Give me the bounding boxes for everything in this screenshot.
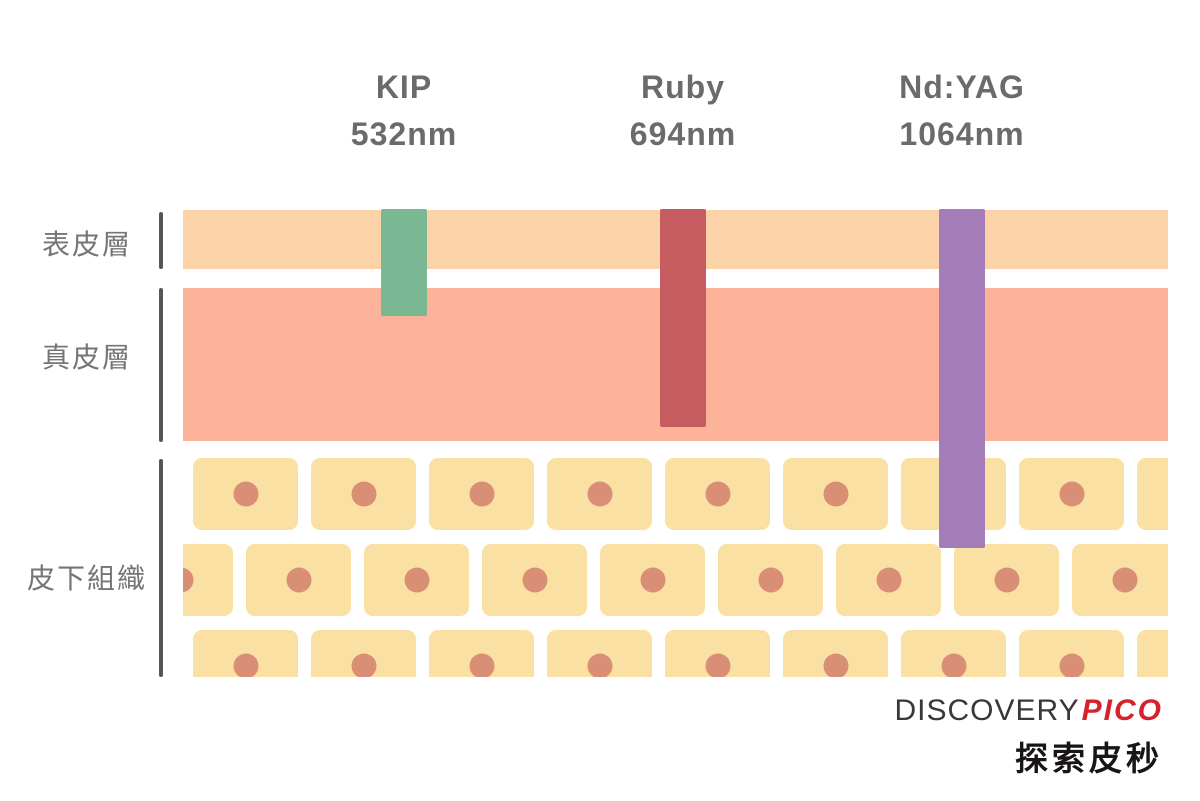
laser-wavelength: 1064nm xyxy=(899,116,1025,152)
penetration-bar-ruby xyxy=(660,209,706,427)
laser-wavelength: 532nm xyxy=(350,116,458,152)
fat-cell xyxy=(311,458,416,530)
laser-label-kip: KIP 532nm xyxy=(351,64,457,158)
layer-label-dermis: 真皮層 xyxy=(41,342,132,373)
fat-cell xyxy=(1137,630,1168,677)
logo: DISCOVERYPICO 探索皮秒 xyxy=(894,695,1163,780)
laser-name: Nd:YAG xyxy=(899,69,1025,105)
dermis-bracket xyxy=(159,288,163,442)
fat-cell xyxy=(600,544,705,616)
fat-cell xyxy=(718,544,823,616)
logo-brand: DISCOVERY xyxy=(894,694,1080,727)
fat-cell xyxy=(901,630,1006,677)
penetration-bar-ndyag xyxy=(939,209,985,548)
subcutaneous-grid xyxy=(183,456,1168,677)
fat-cell xyxy=(429,458,534,530)
fat-cell xyxy=(311,630,416,677)
logo-line: DISCOVERYPICO xyxy=(894,695,1163,727)
fat-cell xyxy=(783,458,888,530)
fat-cell xyxy=(783,630,888,677)
fat-cell xyxy=(193,458,298,530)
subcutaneous-bracket xyxy=(159,459,163,677)
laser-wavelength: 694nm xyxy=(629,116,737,152)
laser-name: KIP xyxy=(375,69,433,105)
fat-cell xyxy=(1019,630,1124,677)
fat-cell xyxy=(193,630,298,677)
fat-cell xyxy=(482,544,587,616)
logo-brand-accent: PICO xyxy=(1081,694,1163,727)
penetration-bar-kip xyxy=(381,209,427,316)
fat-cell xyxy=(1137,458,1168,530)
layer-label-epidermis: 表皮層 xyxy=(41,229,132,260)
fat-cell xyxy=(1019,458,1124,530)
fat-cell xyxy=(364,544,469,616)
fat-cell xyxy=(547,458,652,530)
fat-cell xyxy=(547,630,652,677)
layer-label-subcutaneous: 皮下組織 xyxy=(26,563,147,594)
fat-cell xyxy=(429,630,534,677)
fat-cell xyxy=(183,544,233,616)
fat-cell xyxy=(954,544,1059,616)
epidermis-bracket xyxy=(159,212,163,269)
laser-label-ndyag: Nd:YAG 1064nm xyxy=(899,64,1025,158)
laser-label-ruby: Ruby 694nm xyxy=(630,64,736,158)
fat-cell xyxy=(665,630,770,677)
logo-subtitle: 探索皮秒 xyxy=(1015,740,1163,777)
fat-cell xyxy=(836,544,941,616)
fat-cell xyxy=(1072,544,1168,616)
laser-name: Ruby xyxy=(640,69,725,105)
fat-cell xyxy=(246,544,351,616)
fat-cell xyxy=(665,458,770,530)
